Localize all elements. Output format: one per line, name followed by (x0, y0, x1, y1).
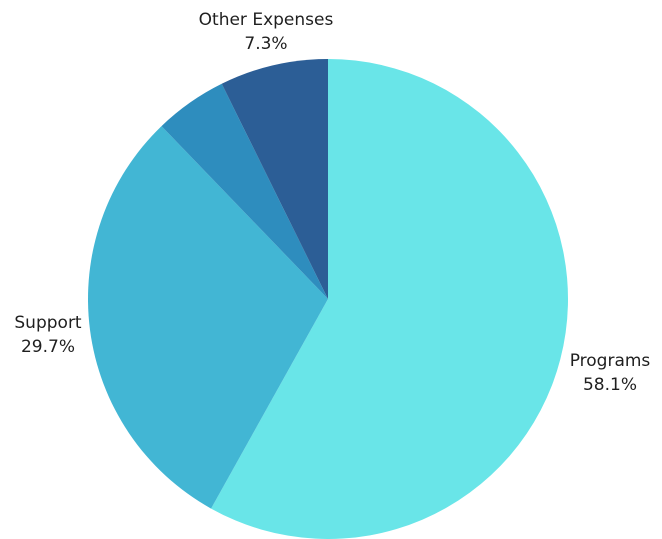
pie-labels: Programs 58.1% Support 29.7% Other Expenses 7… (14, 10, 650, 395)
slice-label-name: Programs (570, 351, 651, 371)
slice-label-percent: 29.7% (21, 337, 75, 357)
slice-label-percent: 58.1% (583, 375, 637, 395)
slice-label-name: Other Expenses (199, 10, 334, 30)
slice-label-percent: 7.3% (244, 34, 287, 54)
pie-slice-other-expenses (221, 59, 328, 299)
slice-label-other-expenses: Other Expenses 7.3% (199, 10, 334, 54)
pie-slice-support (88, 126, 329, 509)
slice-label-support: Support 29.7% (14, 313, 82, 357)
pie-slice-unlabeled (161, 83, 328, 299)
pie-slice-programs (211, 59, 569, 539)
slice-label-programs: Programs 58.1% (570, 351, 651, 395)
slice-label-name: Support (14, 313, 82, 333)
pie-slices (88, 59, 569, 539)
